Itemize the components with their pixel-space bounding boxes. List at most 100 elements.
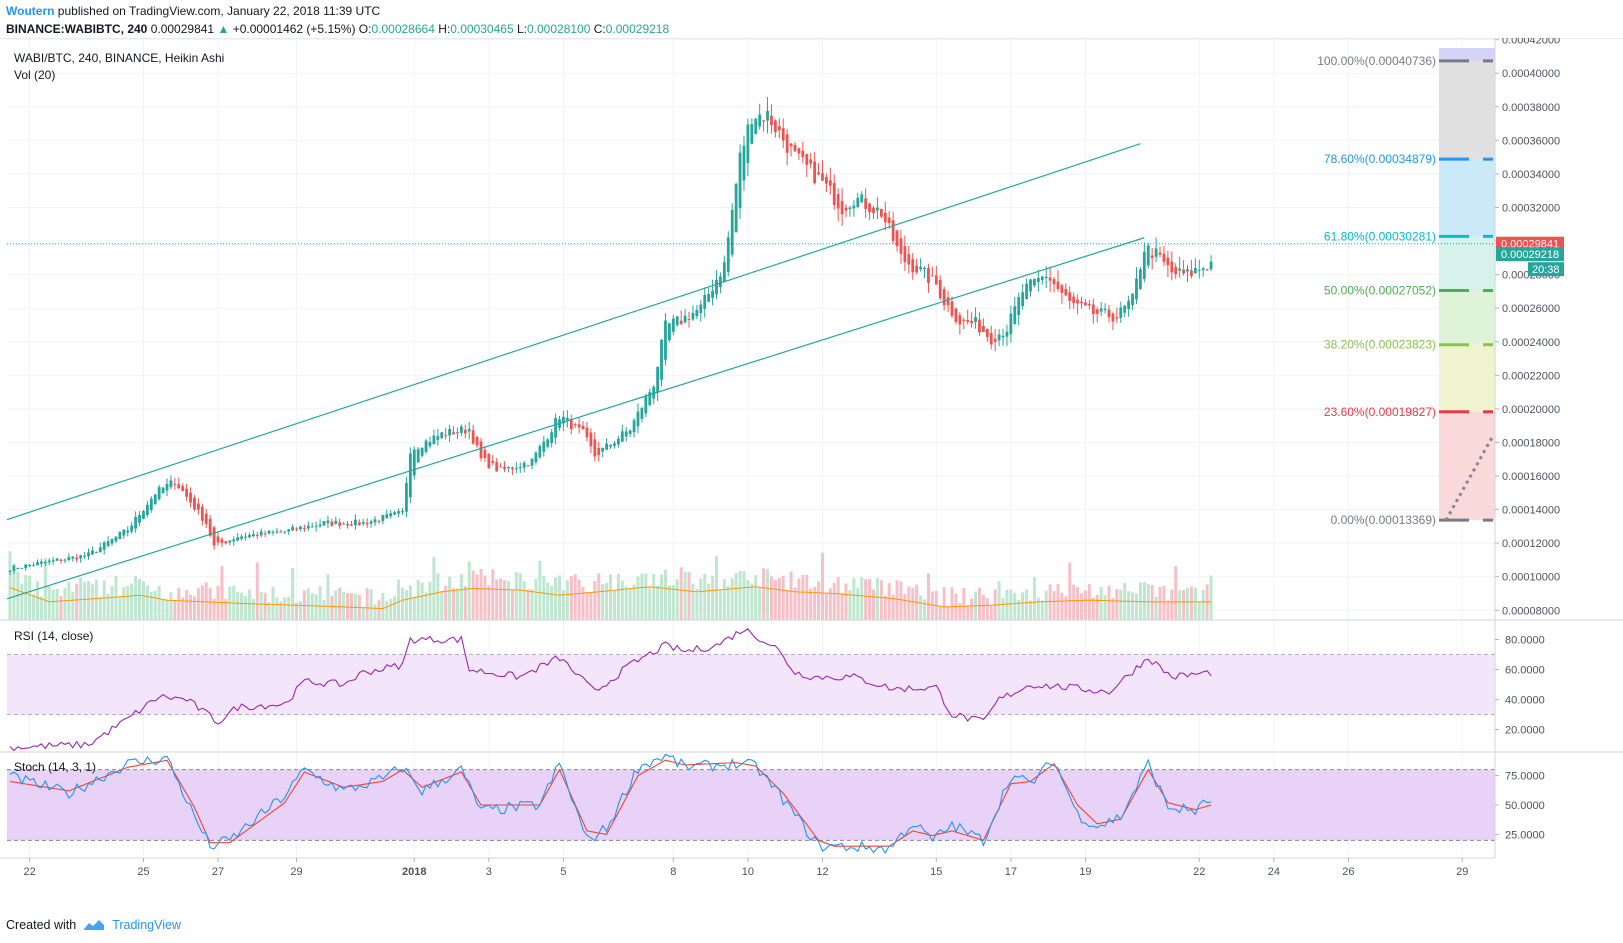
chart-area[interactable]: 100.00%(0.00040736) 78.60%(0.00034879) 61.… [0,38,1623,913]
volume-bar [738,570,742,620]
volume-bar [628,587,632,620]
volume-bar [848,589,852,620]
candle-body [1162,253,1166,262]
volume-bar [671,585,675,620]
candle-body [683,315,687,323]
footer: Created with TradingView [6,918,181,932]
candle-body [1123,305,1127,313]
volume-bar [204,582,208,620]
candle-body [770,115,773,126]
candle-body [648,392,652,405]
time-tick-label: 27 [212,866,224,878]
volume-bar [1186,588,1189,620]
candle-body [251,534,255,537]
low-value: 0.00028100 [526,22,591,36]
volume-bar [942,587,946,620]
volume-bar [1087,584,1091,620]
candle-body [734,183,738,233]
candle-body [24,564,28,568]
candle-body [200,506,204,521]
candle-body [1056,281,1060,289]
candle-body [616,438,620,445]
candle-body [785,134,789,153]
volume-bar [448,576,452,620]
candle-body [149,498,153,510]
candle-body [259,531,263,536]
candle-body [970,320,974,324]
volume-bar [683,572,687,620]
volume-bar [785,590,789,620]
volume-bar [1040,600,1044,620]
fib-level-label: 100.00%(0.00040736) [1317,54,1436,68]
time-tick-label: 26 [1342,866,1354,878]
candle-body [1060,285,1064,293]
volume-bar [1005,589,1009,620]
volume-bar [1068,562,1072,620]
volume-bar [687,572,691,620]
volume-bar [561,590,565,620]
candle-body [518,467,522,469]
candle-body [475,436,479,446]
candle-body [1201,268,1205,271]
candle-body [1064,289,1068,296]
volume-bar [577,579,581,620]
candle-body [106,541,110,547]
candle-body [1190,270,1193,276]
candle-body [1115,317,1119,319]
volume-bar [573,574,577,620]
volume-bar [789,571,793,620]
volume-bar [381,592,385,620]
volume-bar [479,568,483,620]
candle-body [581,425,585,430]
candle-body [801,150,805,158]
price-tick-label: 0.00042000 [1502,38,1560,47]
candle-body [664,320,667,360]
candle-body [1142,251,1146,280]
volume-bar [923,599,927,620]
volume-bar [169,592,173,620]
volume-bar [805,574,809,620]
volume-bar [495,579,499,620]
volume-bar [377,599,381,620]
candle-body [94,552,98,554]
candle-body [310,526,314,528]
candle-body [711,290,714,298]
author-link[interactable]: Woutern [6,4,55,18]
volume-bar [118,595,122,620]
candle-body [1146,245,1150,266]
volume-bar [491,569,495,620]
volume-bar [326,574,330,620]
candle-body [514,468,518,470]
candle-body [565,417,569,421]
rsi-tick-label: 40.0000 [1505,695,1545,707]
volume-bar [153,590,157,620]
volume-bar [353,593,357,620]
candle-body [1036,277,1040,283]
volume-bar [1162,586,1166,620]
candle-body [856,197,860,207]
volume-bar [1056,584,1060,620]
volume-bar [420,582,424,620]
volume-bar [1138,582,1142,620]
stoch-band [7,769,1495,841]
volume-bar [510,589,514,620]
candle-body [832,183,836,206]
open-value: 0.00028664 [371,22,435,36]
volume-bar [542,575,546,620]
volume-bar [844,583,848,620]
volume-bar [161,599,165,620]
candle-body [550,432,554,443]
candle-body [275,531,279,533]
tradingview-link[interactable]: TradingView [112,918,181,932]
candle-body [491,460,495,463]
candle-body [306,525,310,529]
candle-body [157,487,161,500]
candle-body [1193,268,1197,274]
candle-body [1087,303,1091,306]
candle-body [185,488,189,497]
time-tick-label: 17 [1005,866,1017,878]
created-with-label: Created with [6,918,77,932]
volume-bar [1107,585,1111,620]
volume-bar [663,569,667,620]
volume-bar [868,578,872,620]
